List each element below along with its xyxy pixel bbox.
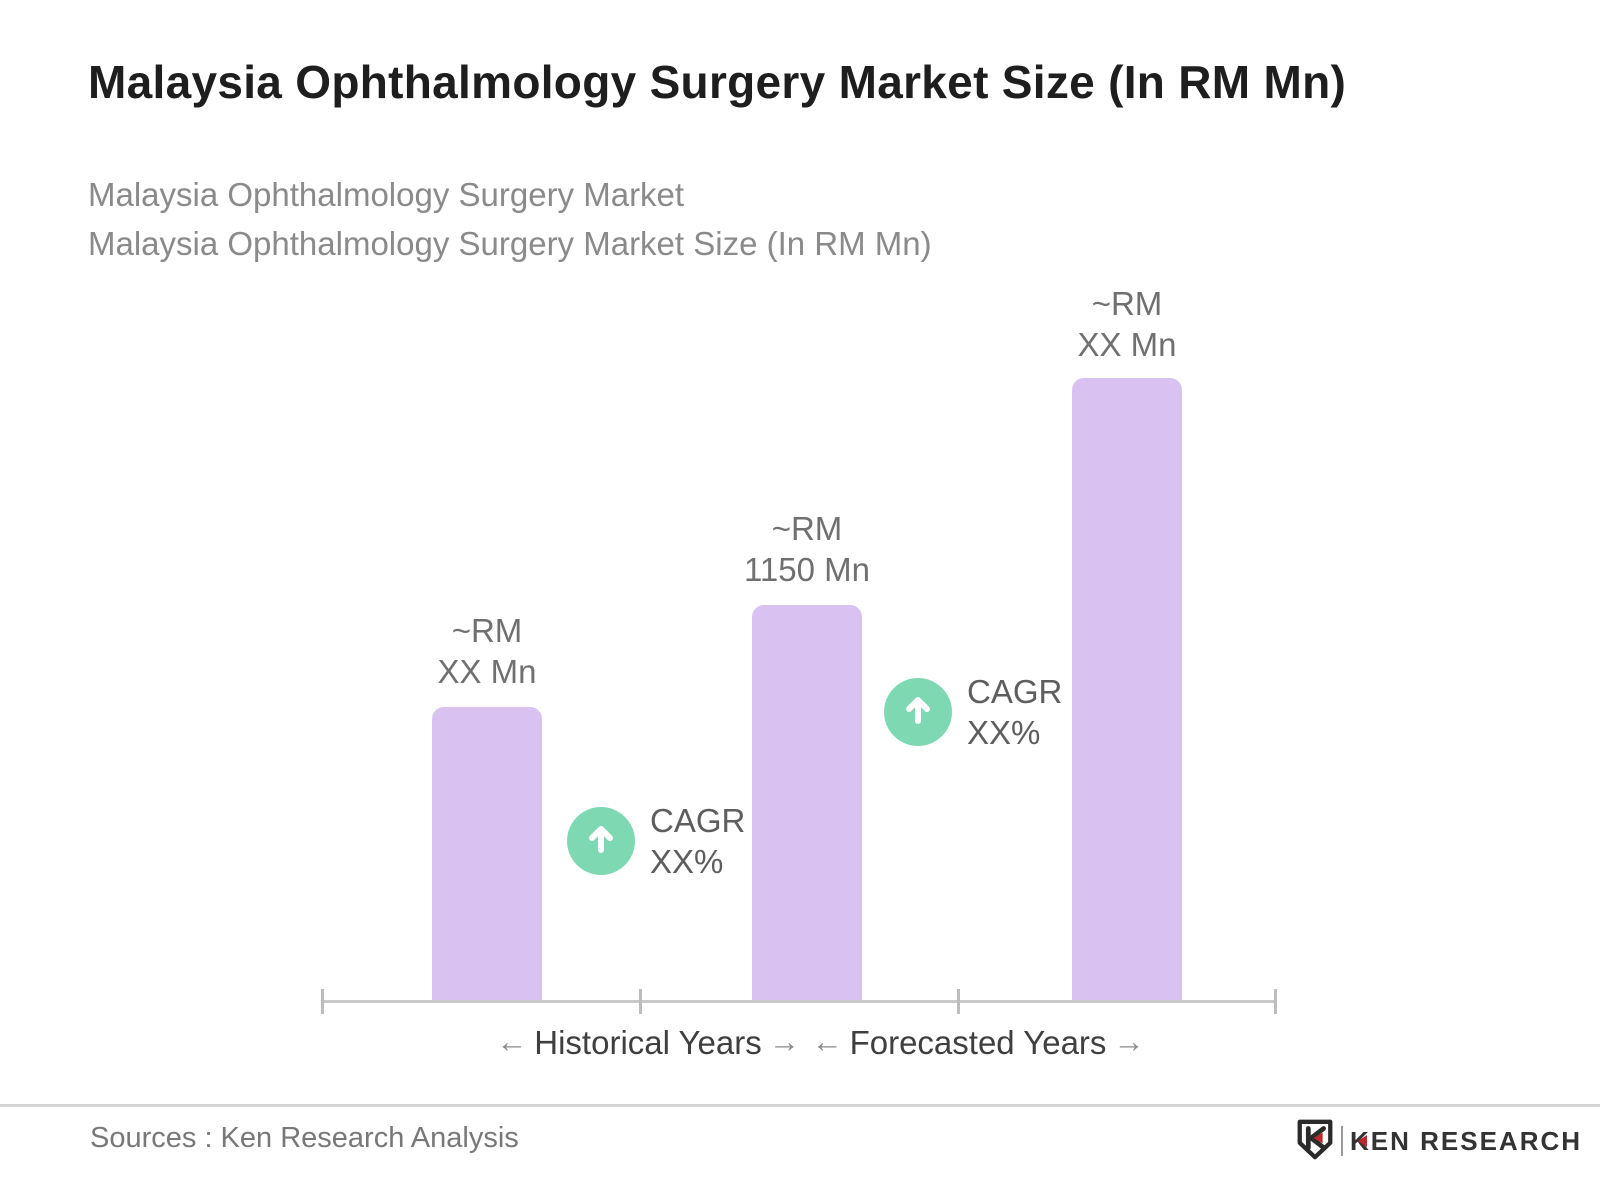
arrow-right-icon: → [1113,1024,1145,1059]
segment-label-historical: Historical Years [534,1024,762,1061]
ken-research-wordmark: K EN RESEARCH [1350,1126,1582,1157]
x-axis-tick [321,989,324,1014]
segment-label-forecasted: Forecasted Years [849,1024,1107,1061]
arrow-up-icon [899,691,937,734]
page-title: Malaysia Ophthalmology Surgery Market Si… [88,56,1347,108]
x-axis-segment-historical: ← Historical Years → [438,1024,858,1062]
x-axis-tick [1274,989,1277,1014]
wordmark-rest: EN RESEARCH [1370,1125,1583,1156]
bar-historical [432,707,542,1001]
cagr-label: CAGR XX% [967,671,1062,753]
x-axis-line [322,1000,1276,1003]
arrow-up-icon [582,820,620,863]
bar-value-label: ~RM 1150 Mn [687,508,927,590]
bar-value-line2: XX Mn [437,653,537,690]
x-axis-tick [639,989,642,1014]
x-axis-segment-forecasted: ← Forecasted Years → [768,1024,1188,1062]
arrow-left-icon: ← [811,1024,843,1059]
arrow-right-icon: → [768,1024,800,1059]
x-axis-tick [957,989,960,1014]
bar-value-label: ~RM XX Mn [1007,283,1247,365]
cagr-label: CAGR XX% [650,800,745,882]
cagr-label-line2: XX% [967,714,1041,751]
cagr-growth-badge [567,807,635,875]
logo-divider [1341,1126,1343,1156]
bar-value-line1: ~RM [1091,285,1163,322]
bar-value-line2: XX Mn [1077,326,1177,363]
bar-middle [752,605,862,1001]
arrow-left-icon: ← [496,1024,528,1059]
bar-forecasted [1072,378,1182,1001]
bar-value-line1: ~RM [451,612,523,649]
cagr-label-line1: CAGR [650,802,746,839]
ken-research-logo: K EN RESEARCH [1294,1118,1582,1165]
footer-divider [0,1104,1600,1107]
subtitle-line-2: Malaysia Ophthalmology Surgery Market Si… [88,225,932,262]
bar-value-label: ~RM XX Mn [367,610,607,692]
chart-subtitles: Malaysia Ophthalmology Surgery Market Ma… [88,170,932,268]
source-attribution: Sources : Ken Research Analysis [90,1122,519,1154]
bar-value-line2: 1150 Mn [744,551,870,588]
cagr-label-line2: XX% [650,843,724,880]
cagr-label-line1: CAGR [967,673,1063,710]
red-triangle-icon [1357,1135,1367,1147]
cagr-growth-badge [884,678,952,746]
ken-research-shield-icon [1294,1118,1336,1165]
subtitle-line-1: Malaysia Ophthalmology Surgery Market [88,176,685,213]
bar-value-line1: ~RM [771,510,843,547]
